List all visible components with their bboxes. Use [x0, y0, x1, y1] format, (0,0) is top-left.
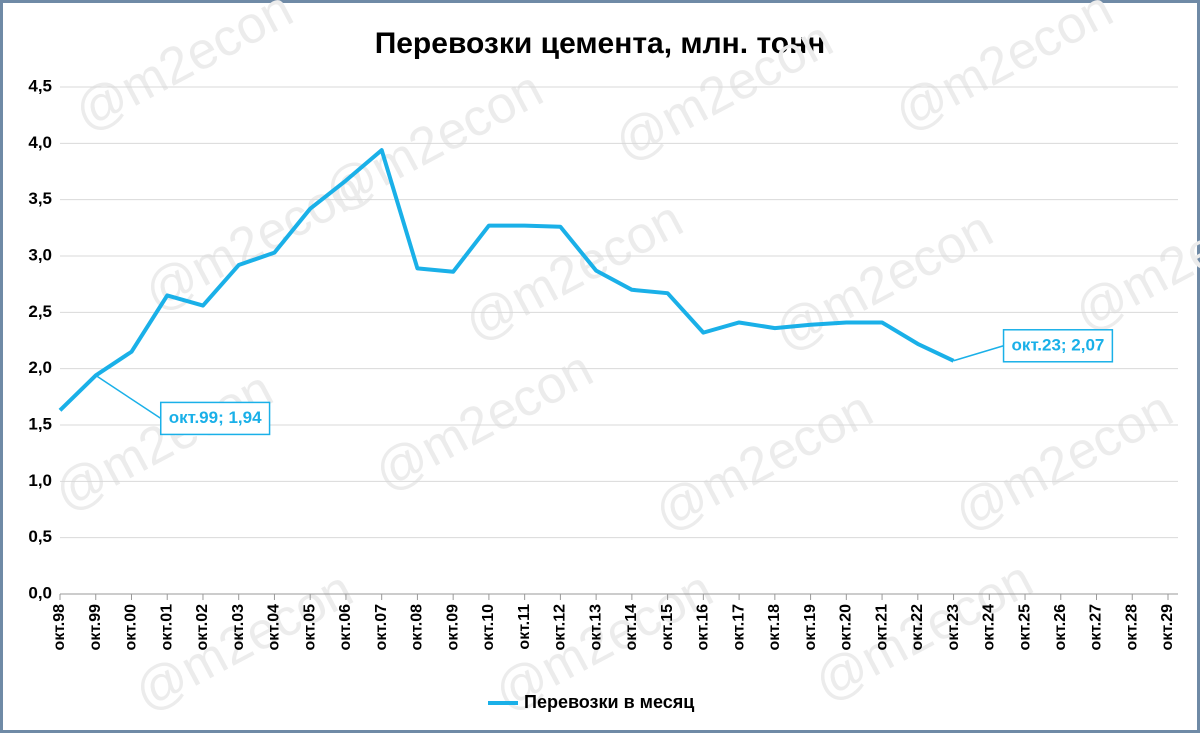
x-tick-label: окт.06 — [337, 604, 354, 651]
x-tick-label: окт.15 — [659, 604, 676, 651]
y-tick-label: 1,5 — [28, 414, 52, 433]
x-tick-label: окт.20 — [838, 604, 855, 651]
data-label: окт.23; 2,07 — [953, 329, 1114, 363]
x-tick-label: окт.23 — [945, 604, 962, 651]
x-tick-label: окт.04 — [266, 604, 283, 651]
y-tick-label: 0,0 — [28, 583, 52, 602]
y-tick-label: 3,0 — [28, 245, 52, 264]
x-tick-label: окт.16 — [695, 604, 712, 651]
data-label-box — [1002, 329, 1114, 363]
x-tick-label: окт.28 — [1123, 604, 1140, 651]
x-tick-label: окт.17 — [730, 604, 747, 651]
leader-line — [953, 345, 1004, 362]
x-tick-label: окт.22 — [909, 604, 926, 651]
x-tick-label: окт.05 — [301, 604, 318, 651]
x-tick-label: окт.24 — [981, 604, 998, 651]
y-tick-label: 0,5 — [28, 527, 52, 546]
y-tick-label: 3,5 — [28, 189, 52, 208]
y-tick-label: 2,5 — [28, 302, 52, 321]
data-label: окт.99; 1,94 — [95, 374, 271, 436]
data-label-text: окт.99; 1,94 — [169, 408, 262, 427]
chart-title: Перевозки цемента, млн. тонн — [375, 27, 826, 60]
data-label-box — [159, 401, 271, 436]
leader-line — [95, 374, 162, 420]
x-tick-label: окт.13 — [587, 604, 604, 651]
x-tick-label: окт.99 — [87, 604, 104, 651]
y-tick-label: 1,0 — [28, 471, 52, 490]
x-tick-label: окт.26 — [1052, 604, 1069, 651]
x-tick-label: окт.03 — [230, 604, 247, 651]
x-tick-label: окт.07 — [373, 604, 390, 651]
x-tick-label: окт.25 — [1016, 604, 1033, 651]
y-tick-label: 4,0 — [28, 133, 52, 152]
line — [58, 148, 955, 412]
x-tick-label: окт.18 — [766, 604, 783, 651]
x-tick-label: окт.14 — [623, 604, 640, 651]
y-tick-label: 4,5 — [28, 76, 52, 95]
y-tick-label: 2,0 — [28, 358, 52, 377]
x-tick-label: окт.09 — [444, 604, 461, 651]
x-tick-label: окт.98 — [51, 604, 68, 651]
x-tick-label: окт.29 — [1159, 604, 1176, 651]
data-label-text: окт.23; 2,07 — [1012, 335, 1105, 354]
x-tick-label: окт.02 — [194, 604, 211, 651]
x-tick-label: окт.01 — [158, 604, 175, 651]
x-tick-label: окт.27 — [1088, 604, 1105, 651]
x-tick-label: окт.10 — [480, 604, 497, 651]
x-tick-label: окт.00 — [123, 604, 140, 651]
x-tick-label: окт.11 — [516, 604, 533, 650]
x-tick-label: окт.19 — [802, 604, 819, 651]
x-tick-label: окт.08 — [409, 604, 426, 651]
x-tick-label: окт.21 — [873, 604, 890, 651]
x-tick-label: окт.12 — [552, 604, 569, 651]
legend-label: Перевозки в месяц — [524, 692, 694, 712]
